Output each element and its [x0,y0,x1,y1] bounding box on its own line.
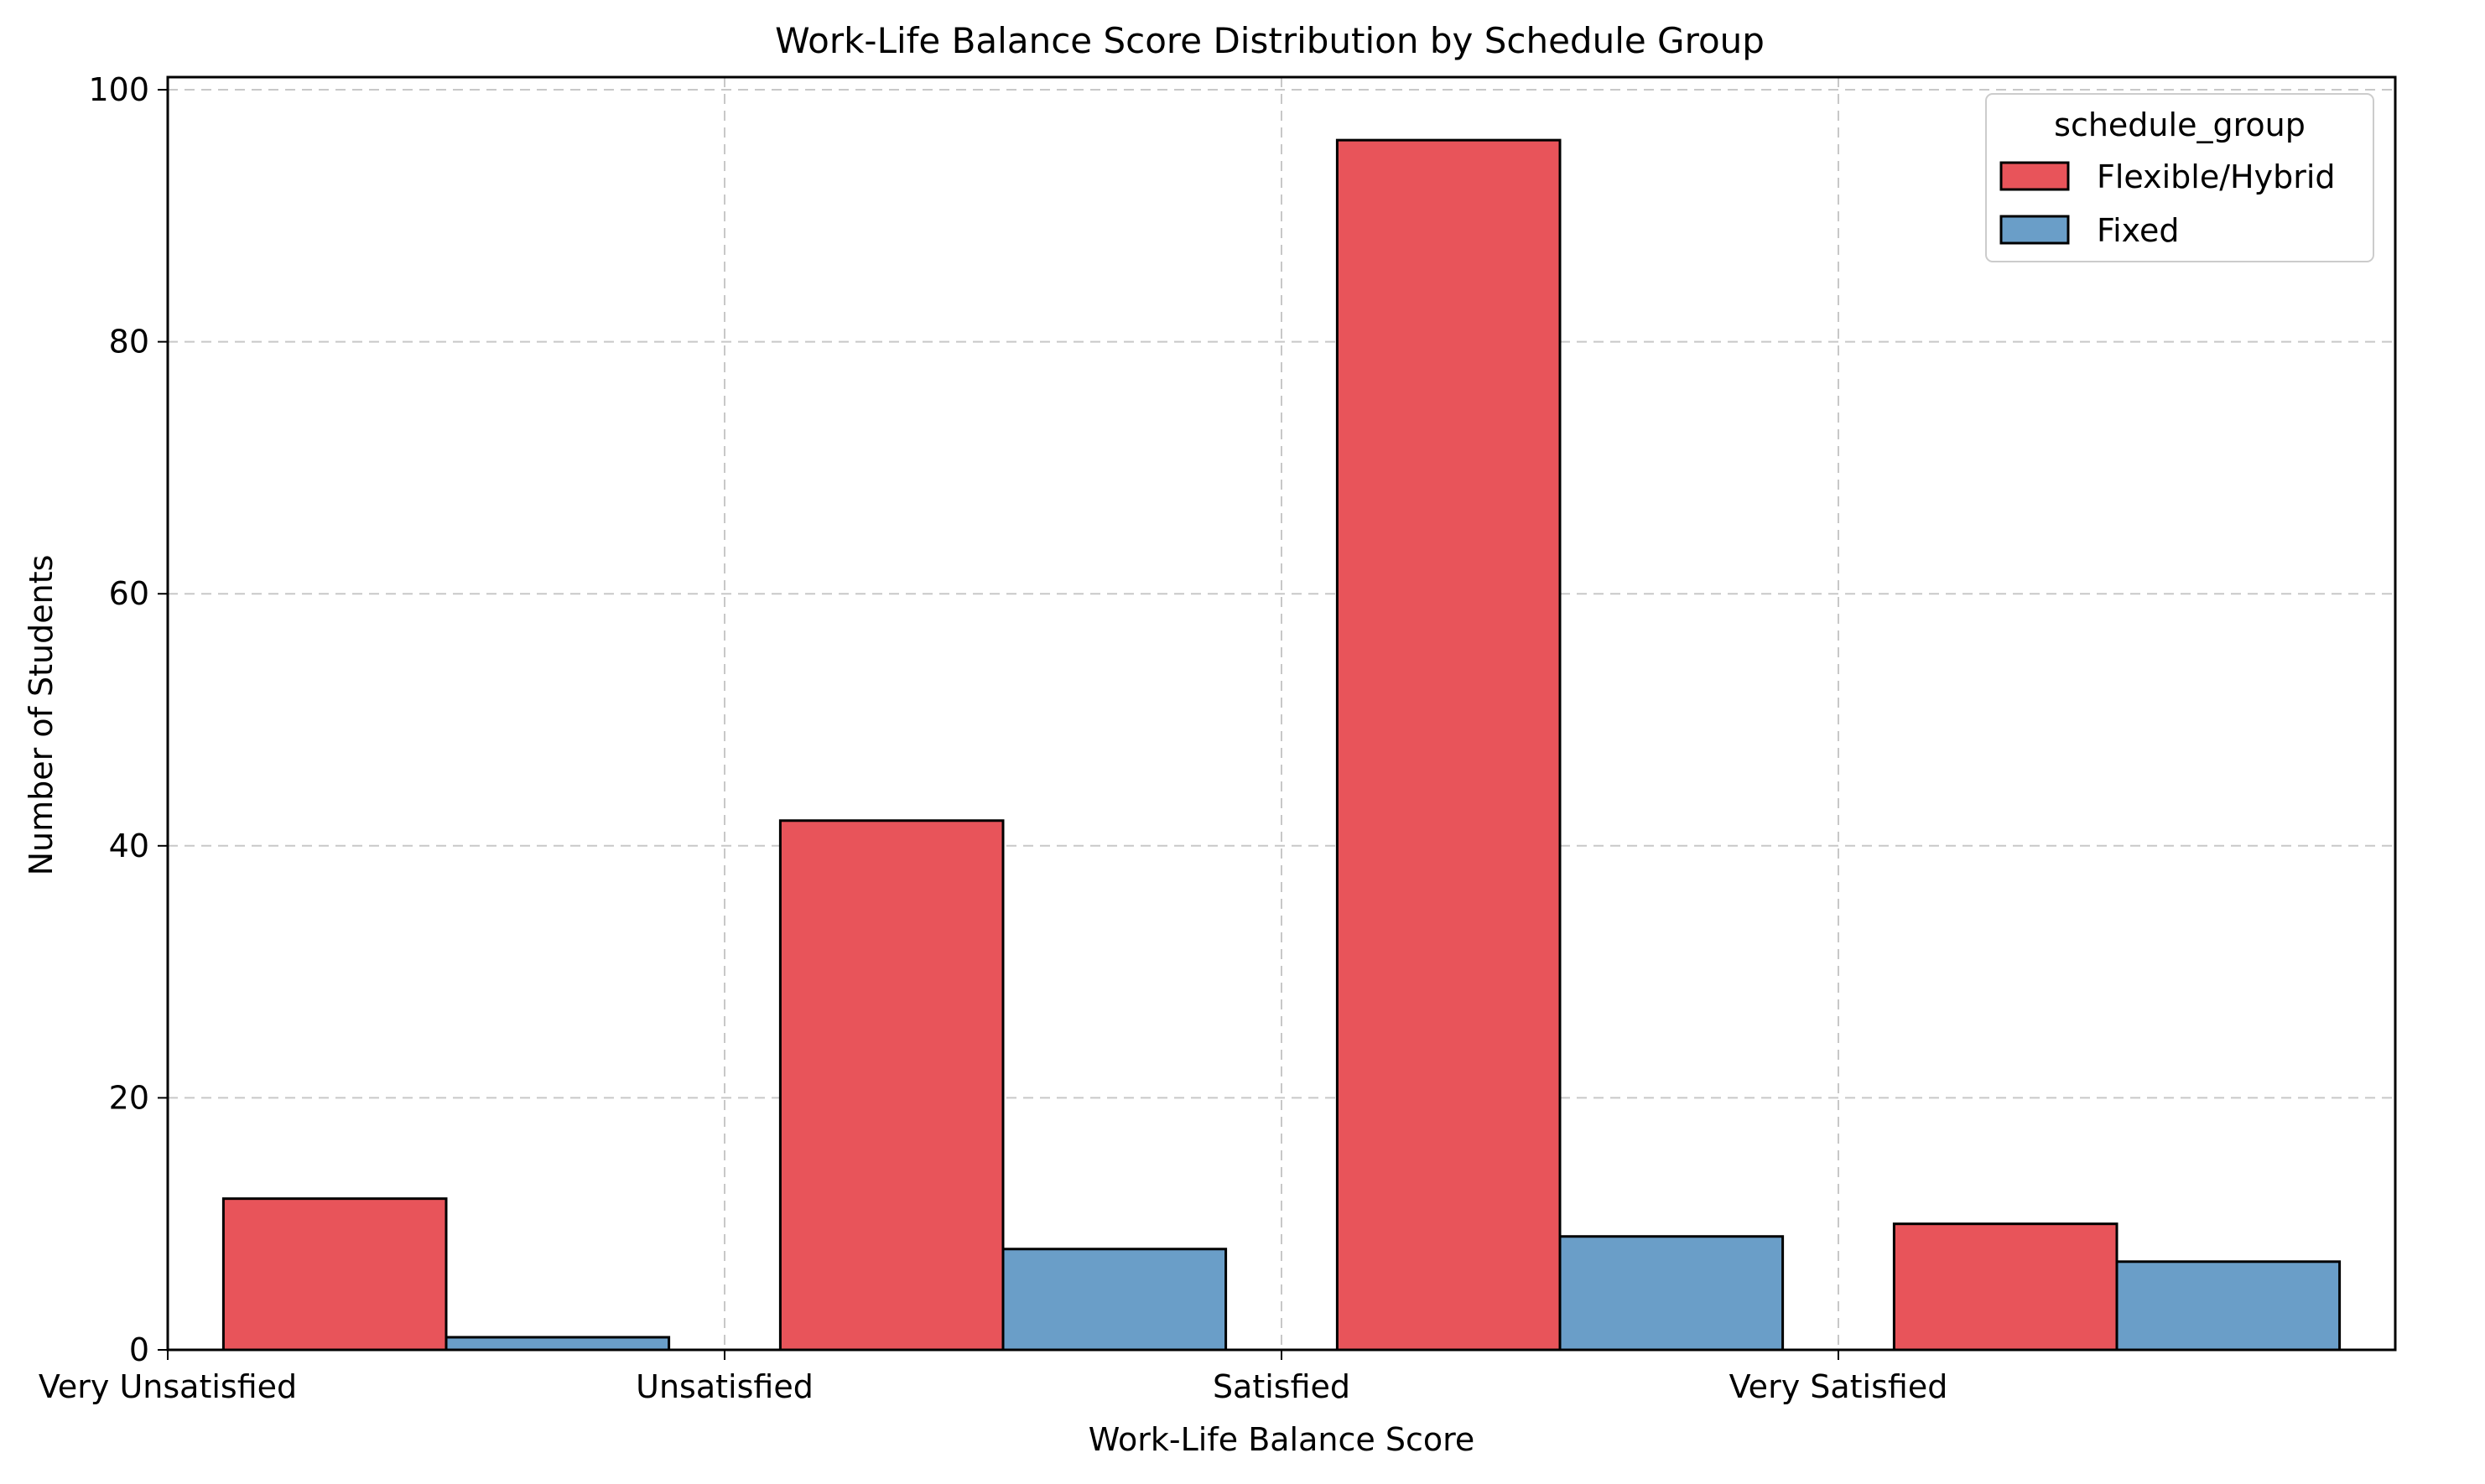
y-axis-label: Number of Students [23,555,60,876]
bar-flexible-hybrid-0 [221,1197,448,1352]
chart-title: Work-Life Balance Score Distribution by … [775,20,1765,61]
legend-swatch [1999,161,2070,191]
bar-fixed-1 [1001,1248,1228,1352]
x-tick-label: Satisfied [1213,1368,1350,1405]
bar-fixed-2 [1558,1235,1785,1352]
bar-fixed-3 [2115,1260,2342,1352]
y-tick-label: 80 [109,324,149,361]
y-tick-label: 0 [129,1331,149,1368]
legend-title: schedule_group [2054,106,2306,143]
legend: schedule_group Flexible/Hybrid Fixed [1985,93,2374,262]
legend-swatch [1999,215,2070,245]
y-tick-label: 100 [88,71,149,108]
x-tick-label: Very Unsatisfied [39,1368,297,1405]
x-tick-label: Unsatisfied [636,1368,814,1405]
bar-flexible-hybrid-2 [1335,138,1562,1352]
y-tick-label: 20 [109,1079,149,1116]
x-axis-label: Work-Life Balance Score [1089,1421,1475,1458]
bar-flexible-hybrid-3 [1892,1222,2118,1352]
x-tick-label: Very Satisfied [1729,1368,1948,1405]
y-tick-label: 40 [109,828,149,864]
bar-flexible-hybrid-1 [778,819,1005,1352]
bar-fixed-0 [444,1336,671,1352]
legend-label: Flexible/Hybrid [2097,158,2336,195]
legend-items: Flexible/Hybrid Fixed [1999,158,2336,249]
y-axis-ticks: 0 20 40 60 80 100 [88,71,168,1368]
bars [221,138,2342,1352]
legend-label: Fixed [2097,212,2179,249]
x-axis-ticks: Very Unsatisfied Unsatisfied Satisfied Very… [39,1350,1948,1405]
y-tick-label: 60 [109,575,149,612]
legend-frame [1985,93,2374,262]
